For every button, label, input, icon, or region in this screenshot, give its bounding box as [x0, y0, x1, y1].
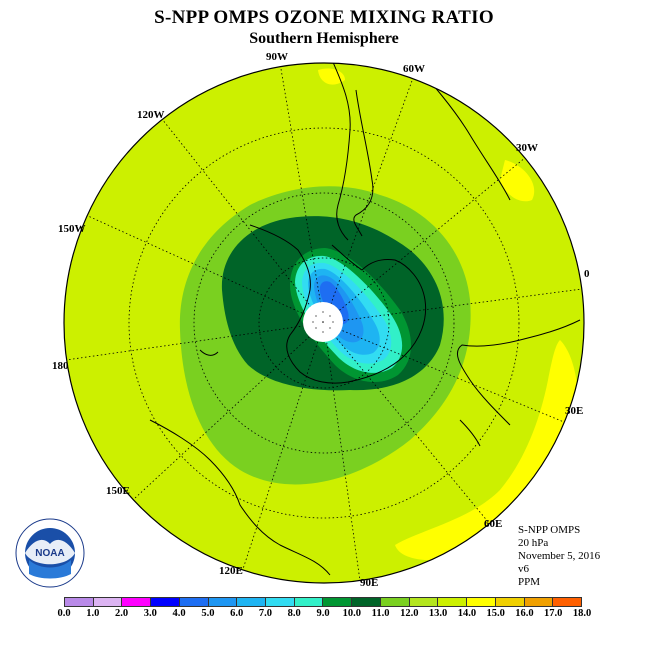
colorbar-tick-label: 9.0 [316, 608, 330, 619]
info-level: 20 hPa [518, 537, 549, 549]
colorbar-tick-label: 0.0 [57, 608, 71, 619]
colorbar-tick-label: 4.0 [172, 608, 186, 619]
colorbar-tick-label: 6.0 [230, 608, 244, 619]
map-subtitle: Southern Hemisphere [249, 30, 399, 47]
polar-cap-dots [312, 311, 334, 333]
colorbar-tick-label: 1.0 [86, 608, 100, 619]
colorbar-tick-label: 5.0 [201, 608, 215, 619]
colorbar-tick-label: 14.0 [457, 608, 477, 619]
lon-label-90w: 90W [266, 51, 288, 63]
colorbar-tick-label: 8.0 [287, 608, 301, 619]
colorbar-tick-label: 16.0 [515, 608, 534, 619]
lon-label-30w: 30W [516, 142, 538, 154]
colorbar-swatch [409, 597, 439, 607]
colorbar-tick-label: 10.0 [342, 608, 361, 619]
colorbar-tick-label: 11.0 [371, 608, 390, 619]
colorbar-swatch [524, 597, 554, 607]
colorbar-swatch [495, 597, 525, 607]
map-border [63, 62, 585, 584]
lon-label-150w: 150W [58, 223, 86, 235]
coastlines [149, 63, 581, 576]
colorbar-tick-label: 7.0 [258, 608, 272, 619]
colorbar-ticks: 0.0 1.0 2.0 3.0 4.0 5.0 6.0 7.0 8.0 9.0 10.0 11.0 12… [57, 608, 591, 622]
graticule [65, 63, 583, 582]
colorbar-swatch [93, 597, 123, 607]
lon-label-0: 0 [584, 268, 590, 280]
colorbar-swatch [64, 597, 94, 607]
lon-label-180: 180 [52, 360, 69, 372]
colorbar-swatch [179, 597, 209, 607]
colorbar-tick-label: 15.0 [486, 608, 505, 619]
colorbar-swatch [266, 597, 295, 607]
colorbar-swatch [294, 597, 324, 607]
colorbar-swatch [122, 597, 152, 607]
lon-label-90e: 90E [360, 577, 379, 589]
info-block: S-NPP OMPS 20 hPa November 5, 2016 v6 PP… [518, 524, 600, 589]
info-units: PPM [518, 576, 541, 588]
lon-label-60w: 60W [403, 63, 425, 75]
colorbar-swatch [352, 597, 381, 607]
colorbar-tick-label: 17.0 [544, 608, 563, 619]
colorbar-swatch [323, 597, 353, 607]
info-instrument: S-NPP OMPS [518, 524, 581, 536]
colorbar-swatch [553, 597, 582, 607]
colorbar-tick-label: 18.0 [572, 608, 592, 619]
colorbar-swatch [467, 597, 496, 607]
colorbar-tick-label: 13.0 [428, 608, 448, 619]
info-version: v6 [518, 563, 529, 575]
colorbar-tick-label: 12.0 [400, 608, 419, 619]
lon-label-150e: 150E [106, 485, 130, 497]
ozone-high-region-east [500, 160, 535, 202]
colorbar-swatch [380, 597, 410, 607]
lon-label-120e: 120E [219, 565, 243, 577]
colorbar [64, 597, 582, 607]
noaa-logo: NOAA [15, 518, 85, 588]
colorbar-swatch [438, 597, 468, 607]
lon-label-120w: 120W [137, 109, 165, 121]
colorbar-swatch [208, 597, 238, 607]
colorbar-tick-label: 2.0 [114, 608, 129, 619]
colorbar-swatch [151, 597, 180, 607]
ozone-high-region-north [318, 68, 345, 85]
ozone-4-region [319, 281, 349, 325]
logo-text: NOAA [35, 548, 64, 559]
colorbar-tick-label: 3.0 [143, 608, 157, 619]
info-date: November 5, 2016 [518, 550, 601, 562]
colorbar-swatch [237, 597, 267, 607]
lon-label-30e: 30E [565, 405, 584, 417]
map-title: S-NPP OMPS OZONE MIXING RATIO [154, 7, 494, 28]
lon-label-60e: 60E [484, 518, 503, 530]
